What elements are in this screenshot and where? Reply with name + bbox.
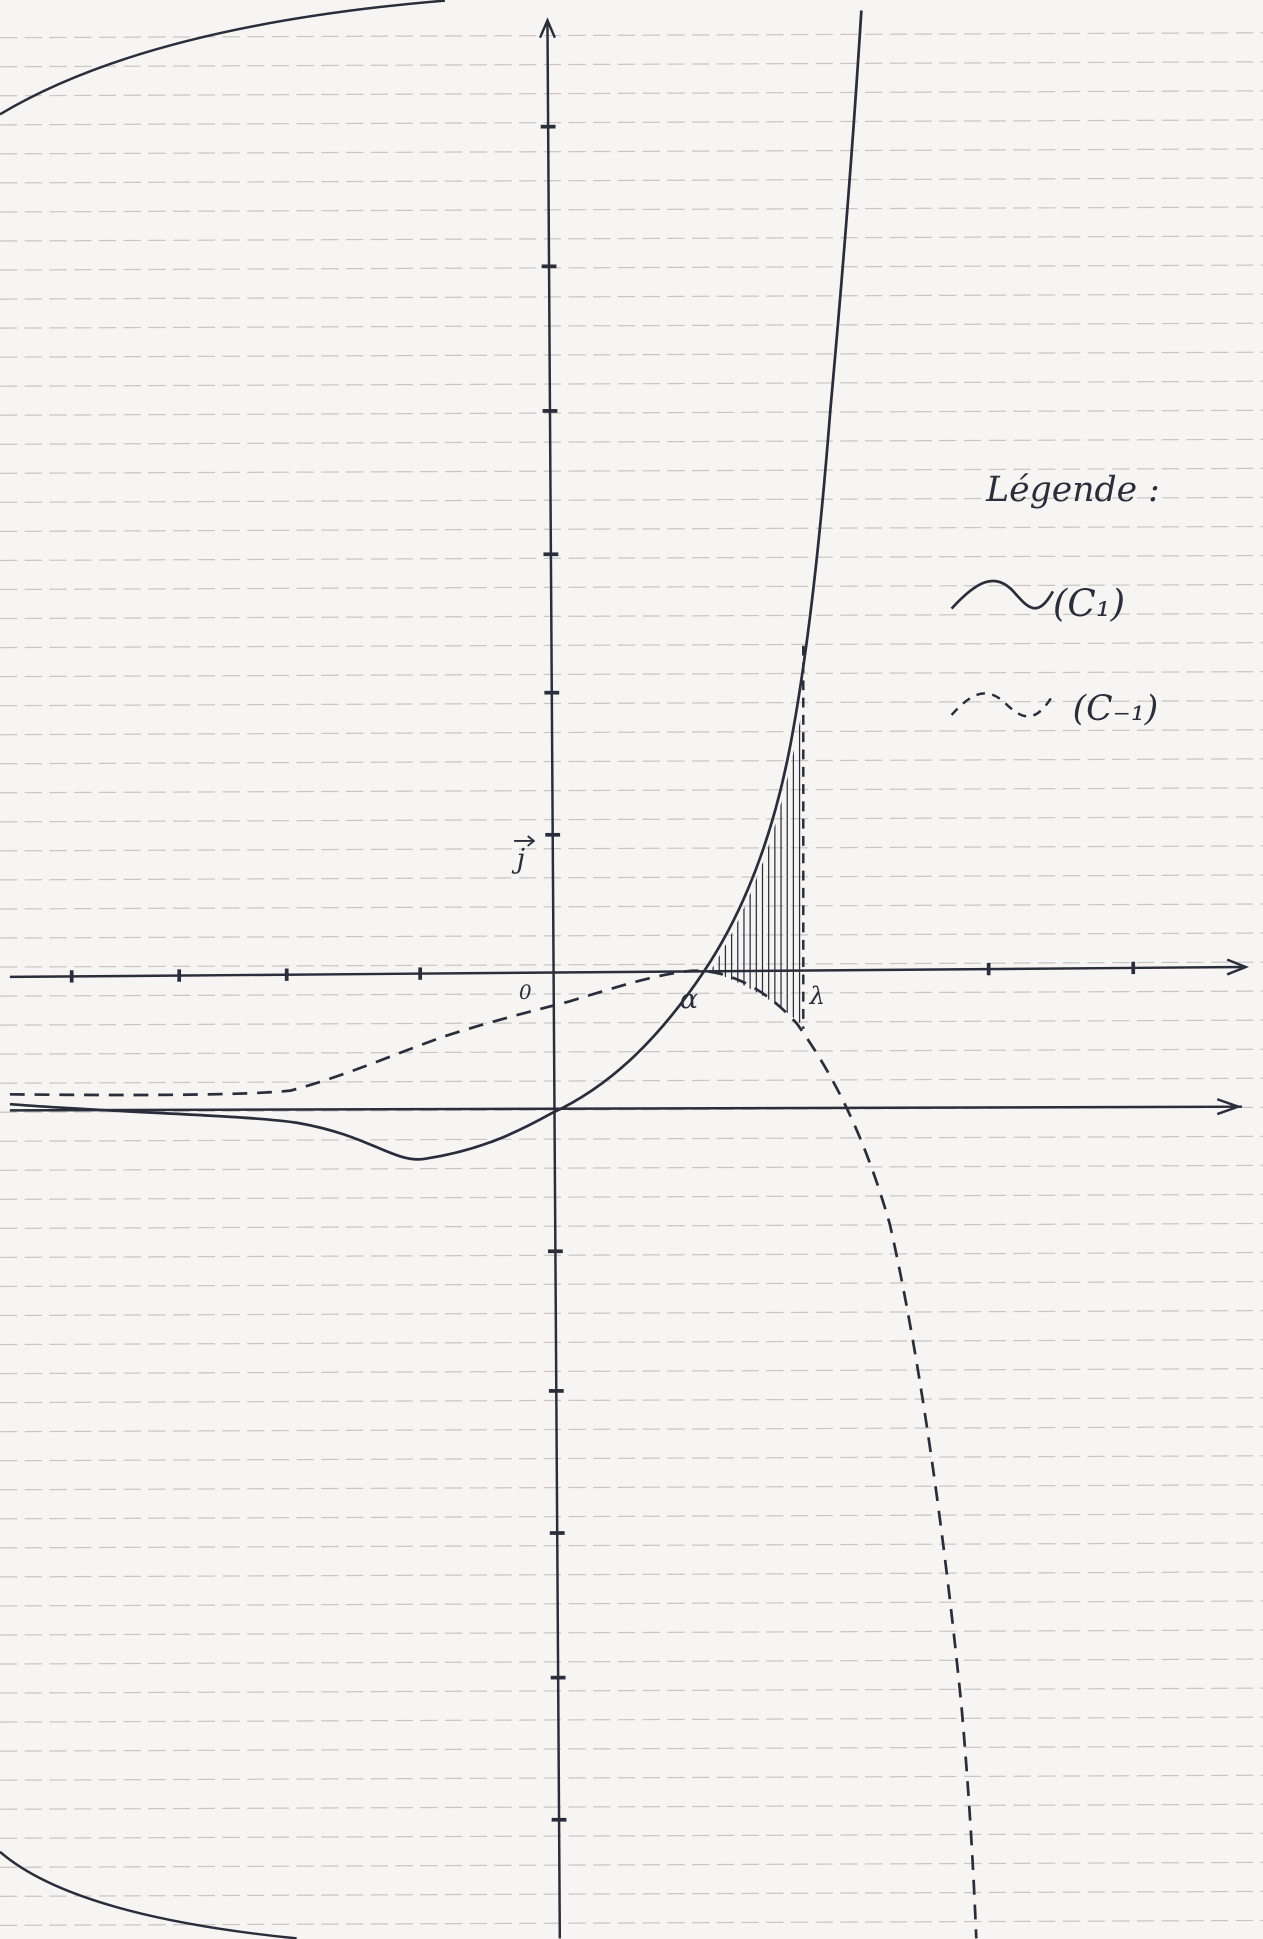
rule [0,903,1263,910]
rule [0,1600,1263,1607]
rule [0,1571,1263,1578]
rule [0,1251,1263,1259]
legend-swatch-c1 [950,579,1055,610]
rule [0,1629,1263,1636]
rule [0,264,1263,271]
legend-title: Légende : [985,470,1160,510]
rule [0,845,1263,852]
rule [0,351,1263,358]
x-arrow [1226,958,1250,976]
lambda-label: λ [808,981,825,1010]
rule [0,1484,1263,1491]
rule [0,467,1263,474]
curve-c-1 [9,969,978,1939]
rule [0,671,1263,678]
rule [0,816,1263,823]
rule [0,322,1263,329]
rule [0,1397,1263,1404]
rule [0,1193,1263,1200]
vector-arrow [514,835,536,847]
rule [0,1803,1263,1810]
paper-rules [0,32,1263,1927]
rule [0,1687,1263,1694]
rule [0,612,1263,620]
origin-label: 0 [519,981,532,1004]
rule [0,554,1263,562]
rule [0,1745,1263,1752]
page-edge [0,1850,297,1939]
rule [0,1542,1263,1549]
rule [0,787,1263,794]
rule [0,1339,1263,1346]
rule [0,1077,1263,1084]
rule [0,409,1263,416]
y-axis [546,22,562,1939]
rule [0,32,1263,39]
legend-swatch-c-1 [950,692,1054,718]
rule [0,148,1263,155]
rule [0,1658,1263,1665]
curve-c1 [9,10,863,1161]
rule [0,90,1263,97]
rule [0,932,1263,939]
rule [0,1716,1263,1723]
rule [0,1832,1263,1839]
axes [9,17,1250,1939]
rule [0,1368,1263,1375]
rule [0,293,1263,300]
rule [0,1513,1263,1520]
rule [0,380,1263,387]
rule [0,1890,1263,1897]
rule [0,1426,1263,1433]
rule [0,642,1263,649]
rule [0,1019,1263,1026]
page-edge [0,0,445,116]
rule [0,1135,1263,1142]
rule [0,1048,1263,1055]
rule [0,990,1263,997]
legend-label: (C₋₁) [1073,689,1159,729]
legend-label: (C₁) [1053,582,1125,625]
rule [0,1919,1263,1927]
rule [0,700,1263,707]
rule [0,583,1263,591]
rule [0,235,1263,242]
rule [0,525,1263,533]
rule [0,496,1263,503]
alpha-label: α [680,984,698,1015]
rule [0,1280,1263,1288]
rule [0,119,1263,126]
rule [0,758,1263,765]
rule [0,1774,1263,1781]
asymptote [9,1105,1242,1112]
rule [0,961,1263,968]
rule [0,729,1263,736]
asymptote-arrow [1216,1098,1242,1116]
rule [0,177,1263,184]
rule [0,874,1263,881]
y-arrow [538,17,557,39]
rule [0,1164,1263,1171]
rule [0,1861,1263,1868]
rule [0,1222,1263,1230]
x-axis [9,965,1243,979]
rule [0,1455,1263,1462]
rule [0,438,1263,445]
rule [0,206,1263,213]
rule [0,1309,1263,1317]
rule [0,61,1263,68]
ticks [69,124,1136,1822]
